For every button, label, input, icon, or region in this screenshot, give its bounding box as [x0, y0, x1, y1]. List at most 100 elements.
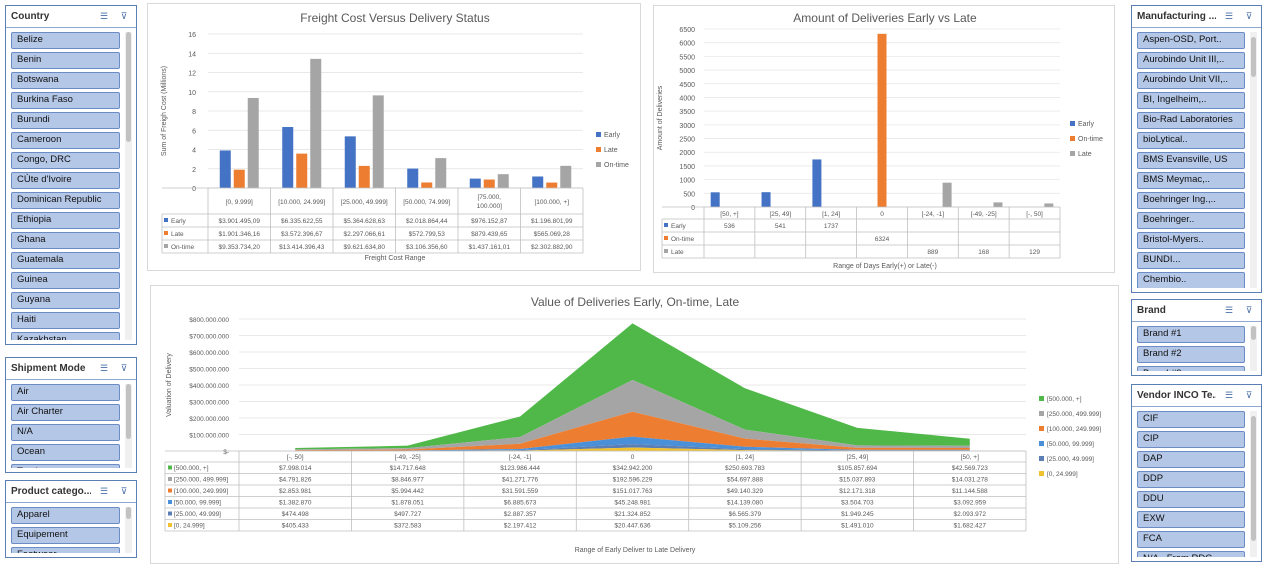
multi-select-icon[interactable]: ☰ — [99, 486, 109, 496]
clear-filter-icon[interactable]: ⊽ — [1245, 11, 1253, 21]
table-series-name: [50.000, 99.999] — [174, 500, 221, 507]
slicer-item[interactable]: Congo, DRC — [11, 152, 120, 169]
multi-select-icon[interactable]: ☰ — [1224, 305, 1234, 315]
slicer-item[interactable]: Benin — [11, 52, 120, 69]
slicer-item[interactable]: bioLytical.. — [1137, 132, 1245, 149]
clear-filter-icon[interactable]: ⊽ — [1245, 390, 1253, 400]
x-tick-label: [25, 49] — [847, 454, 869, 461]
chart-title: Value of Deliveries Early, On-time, Late — [531, 295, 740, 309]
slicer-item[interactable]: N/A - From RDC — [1137, 551, 1245, 557]
slicer-item[interactable]: Bio-Rad Laboratories — [1137, 112, 1245, 129]
slicer-item[interactable]: Ethiopia — [11, 212, 120, 229]
clear-filter-icon[interactable]: ⊽ — [120, 363, 128, 373]
slicer-item[interactable]: Truck — [11, 464, 120, 468]
slicer-item[interactable]: BI, Ingelheim,.. — [1137, 92, 1245, 109]
scrollbar[interactable] — [1250, 411, 1257, 557]
legend-key — [1070, 151, 1075, 156]
clear-filter-icon[interactable]: ⊽ — [120, 486, 128, 496]
data-label: $42.569.723 — [952, 465, 989, 472]
legend-key — [168, 465, 172, 470]
bar-early — [344, 136, 356, 188]
scrollbar[interactable] — [125, 32, 132, 340]
slicer-item[interactable]: Brand #3 — [1137, 366, 1245, 371]
legend-key — [664, 236, 668, 240]
data-label: $372.583 — [394, 523, 421, 530]
scrollbar-thumb[interactable] — [126, 32, 131, 142]
slicer-item[interactable]: BMS Meymac,.. — [1137, 172, 1245, 189]
bar-early — [469, 178, 481, 188]
slicer-item[interactable]: Brand #2 — [1137, 346, 1245, 363]
slicer-item[interactable]: Aspen-OSD, Port.. — [1137, 32, 1245, 49]
legend-label: On-time — [1078, 136, 1103, 143]
slicer-item[interactable]: Equipement — [11, 527, 120, 544]
slicer-item[interactable]: Boehringer Ing.,.. — [1137, 192, 1245, 209]
slicer-item[interactable]: Cameroon — [11, 132, 120, 149]
slicer-item[interactable]: CIF — [1137, 411, 1245, 428]
x-axis-label: Range of Days Early(+) or Late(-) — [833, 263, 937, 270]
data-label: $565.069,28 — [534, 231, 571, 238]
bar-on-time — [372, 95, 384, 188]
brand-slicer-list: Brand #1 Brand #2 Brand #3 — [1137, 326, 1245, 371]
slicer-item[interactable]: Burundi — [11, 112, 120, 129]
multi-select-icon[interactable]: ☰ — [99, 11, 109, 21]
scrollbar-thumb[interactable] — [1251, 416, 1256, 541]
area-[25.000, 49.999] — [295, 444, 970, 451]
slicer-item[interactable]: EXW — [1137, 511, 1245, 528]
y-tick-label: 4000 — [679, 95, 695, 102]
slicer-item[interactable]: Aurobindo Unit III,.. — [1137, 52, 1245, 69]
slicer-item[interactable]: Air — [11, 384, 120, 401]
clear-filter-icon[interactable]: ⊽ — [1245, 305, 1253, 315]
y-tick-label: 5000 — [679, 68, 695, 75]
slicer-item[interactable]: Guatemala — [11, 252, 120, 269]
slicer-item[interactable]: Ghana — [11, 232, 120, 249]
scrollbar-thumb[interactable] — [1251, 37, 1256, 77]
slicer-item[interactable]: Belize — [11, 32, 120, 49]
bar-on-time — [435, 158, 447, 188]
scrollbar[interactable] — [1250, 32, 1257, 288]
slicer-item[interactable]: Haiti — [11, 312, 120, 329]
slicer-item[interactable]: Bristol-Myers.. — [1137, 232, 1245, 249]
slicer-item[interactable]: Guinea — [11, 272, 120, 289]
slicer-item[interactable]: Guyana — [11, 292, 120, 309]
scrollbar[interactable] — [125, 384, 132, 468]
scrollbar[interactable] — [125, 507, 132, 553]
slicer-item[interactable]: BUNDI... — [1137, 252, 1245, 269]
slicer-item[interactable]: DDP — [1137, 471, 1245, 488]
slicer-item[interactable]: Botswana — [11, 72, 120, 89]
data-label: $45.248.981 — [614, 500, 651, 507]
slicer-item[interactable]: Air Charter — [11, 404, 120, 421]
slicer-item[interactable]: Burkina Faso — [11, 92, 120, 109]
slicer-item[interactable]: Ocean — [11, 444, 120, 461]
slicer-item[interactable]: Footwear — [11, 547, 120, 553]
value-of-deliveries-chart-panel: Value of Deliveries Early, On-time, Late… — [150, 285, 1119, 564]
slicer-item[interactable]: DDU — [1137, 491, 1245, 508]
slicer-item[interactable]: Kazakhstan — [11, 332, 120, 340]
slicer-item[interactable]: Apparel — [11, 507, 120, 524]
data-label: $2.197.412 — [504, 523, 537, 530]
y-tick-label: 1000 — [679, 178, 695, 185]
x-tick-label: 0 — [880, 211, 884, 218]
multi-select-icon[interactable]: ☰ — [99, 363, 109, 373]
slicer-item[interactable]: BMS Evansville, US — [1137, 152, 1245, 169]
scrollbar-thumb[interactable] — [126, 507, 131, 519]
x-tick-label: [50, +] — [961, 454, 979, 461]
slicer-item[interactable]: Chembio.. — [1137, 272, 1245, 288]
clear-filter-icon[interactable]: ⊽ — [120, 11, 128, 21]
slicer-item[interactable]: Brand #1 — [1137, 326, 1245, 343]
table-series-name: Late — [171, 231, 184, 238]
slicer-item[interactable]: DAP — [1137, 451, 1245, 468]
scrollbar[interactable] — [1250, 326, 1257, 371]
slicer-item[interactable]: CIP — [1137, 431, 1245, 448]
slicer-item[interactable]: CÙte d'Ivoire — [11, 172, 120, 189]
product-slicer-list: Apparel Equipement Footwear — [11, 507, 120, 553]
slicer-item[interactable]: Dominican Republic — [11, 192, 120, 209]
scrollbar-thumb[interactable] — [1251, 326, 1256, 340]
slicer-item[interactable]: N/A — [11, 424, 120, 441]
bar-on-time — [310, 58, 322, 188]
slicer-item[interactable]: FCA — [1137, 531, 1245, 548]
scrollbar-thumb[interactable] — [126, 384, 131, 439]
multi-select-icon[interactable]: ☰ — [1224, 390, 1234, 400]
slicer-item[interactable]: Boehringer.. — [1137, 212, 1245, 229]
slicer-item[interactable]: Aurobindo Unit VII,.. — [1137, 72, 1245, 89]
multi-select-icon[interactable]: ☰ — [1224, 11, 1234, 21]
